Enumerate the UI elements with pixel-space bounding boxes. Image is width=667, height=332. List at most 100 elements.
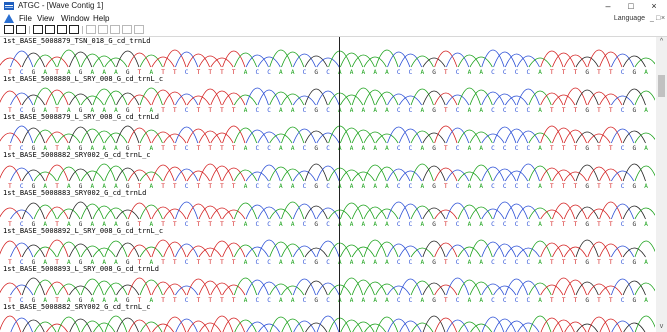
trace-peak — [257, 206, 281, 220]
base-call: C — [491, 259, 495, 265]
base-call: G — [432, 259, 436, 265]
base-call: T — [197, 145, 201, 151]
trace-peak — [434, 242, 458, 258]
base-call: T — [550, 259, 554, 265]
minimize-button[interactable]: – — [605, 1, 611, 11]
maximize-button[interactable]: □ — [628, 1, 634, 11]
base-call: T — [220, 221, 224, 227]
zoom-wave-icon[interactable] — [33, 25, 43, 34]
sequence-track[interactable]: 1st_BASE_5008879_TSN_018_G_cd_trnLd T C G A T… — [0, 37, 655, 75]
base-call: G — [126, 145, 130, 151]
mark-icon[interactable] — [134, 25, 144, 34]
base-call: C — [326, 69, 330, 75]
base-call: C — [255, 221, 259, 227]
zoom-seq-icon[interactable] — [45, 25, 55, 34]
trace-peak — [22, 319, 45, 332]
base-call: A — [114, 259, 118, 265]
trace-peak — [457, 171, 481, 182]
base-call: C — [326, 259, 330, 265]
print-icon[interactable] — [16, 25, 26, 34]
last-icon[interactable] — [122, 25, 132, 34]
close-button[interactable]: × — [651, 1, 657, 11]
trace-peak — [33, 129, 57, 144]
trace-peak — [387, 318, 410, 332]
trace-peak — [222, 167, 246, 182]
trace-peak — [92, 88, 116, 106]
trace-peak — [175, 243, 199, 258]
scroll-thumb[interactable] — [658, 75, 665, 97]
trace-peak — [69, 93, 93, 106]
sequence-track[interactable]: 1st_BASE_5008893_L_SRY_008_G_cd_trnLd T C G… — [0, 265, 655, 303]
base-call: T — [208, 259, 212, 265]
trace-peak — [634, 90, 655, 106]
trace-peak — [446, 202, 470, 220]
menu-help[interactable]: Help — [93, 14, 110, 23]
base-call: T — [597, 259, 601, 265]
title-bar: ATGC - [Wave Contig 1] – □ × — [0, 0, 667, 13]
base-call: G — [126, 259, 130, 265]
grid-icon[interactable] — [69, 25, 79, 34]
trace-peak — [222, 209, 246, 220]
save-icon[interactable] — [4, 25, 14, 34]
base-call: T — [562, 221, 566, 227]
trace-peak — [375, 49, 399, 68]
base-call: A — [102, 145, 106, 151]
base-call: T — [173, 107, 177, 113]
sequence-track[interactable]: 1st_BASE_5008892_L_SRY_008_G_cd_trnL_c T C… — [0, 227, 655, 265]
base-call: G — [585, 69, 589, 75]
trace-peak — [80, 53, 104, 68]
next-icon[interactable] — [110, 25, 120, 34]
find-icon[interactable] — [86, 25, 96, 34]
base-call: A — [43, 221, 47, 227]
menu-view[interactable]: View — [37, 14, 55, 23]
io-icon[interactable] — [57, 25, 67, 34]
base-call: T — [208, 221, 212, 227]
scroll-up-icon[interactable]: ^ — [659, 38, 664, 45]
trace-peak — [21, 169, 46, 182]
trace-peak — [610, 203, 635, 220]
sequence-track[interactable]: 1st_BASE_5008879_L_SRY_008_G_cd_trnLd T C G… — [0, 113, 655, 151]
base-call: C — [255, 259, 259, 265]
trace-peak — [281, 93, 305, 106]
base-call: C — [456, 69, 460, 75]
trace-peak — [175, 201, 199, 220]
scroll-down-icon[interactable]: v — [659, 323, 664, 330]
trace-peak — [269, 241, 293, 258]
base-call: A — [43, 69, 47, 75]
mdi-close-button[interactable]: × — [661, 15, 666, 22]
vertical-scrollbar[interactable]: ^ v — [656, 37, 667, 332]
trace-peak — [599, 168, 623, 182]
chromatogram-panel[interactable]: 1st_BASE_5008879_TSN_018_G_cd_trnLd T C G A T… — [0, 37, 655, 332]
trace-peak — [186, 128, 210, 144]
trace-peak — [152, 323, 175, 332]
prev-icon[interactable] — [98, 25, 108, 34]
trace-peak — [269, 316, 293, 332]
track-name: 1st_BASE_5008879_L_SRY_008_G_cd_trnLd — [3, 113, 159, 121]
trace-peak — [258, 323, 281, 332]
trace-peak — [198, 247, 222, 258]
sequence-track[interactable]: 1st_BASE_5008882_SRY002_G_cd_trnL_cTCGAT… — [0, 303, 655, 332]
sequence-track[interactable]: 1st_BASE_5008880_L_SRY_008_G_cd_trnL_c T C… — [0, 75, 655, 113]
trace-peak — [481, 91, 505, 106]
language-menu[interactable]: Language — [613, 15, 645, 22]
menu-file[interactable]: File — [19, 14, 32, 23]
base-call: C — [397, 259, 401, 265]
sequence-track[interactable]: 1st_BASE_5008883_SRY002_G_cd_trnLd T C G A T A… — [0, 189, 655, 227]
trace-peak — [127, 169, 152, 182]
base-call: A — [244, 297, 248, 303]
trace-peak — [269, 133, 293, 144]
trace-peak — [80, 95, 104, 106]
base-call: C — [409, 69, 413, 75]
position-cursor-line[interactable] — [339, 37, 340, 332]
mdi-restore-button[interactable]: □ — [656, 15, 661, 22]
trace-peak — [0, 282, 22, 296]
trace-plot: TCGATAGAAAGTATTCTTTTACCAACGCAAAAACCAGTCA… — [0, 315, 655, 332]
mdi-minimize-button[interactable]: _ — [650, 15, 654, 22]
mdi-document-icon[interactable] — [4, 14, 14, 23]
base-call: T — [550, 107, 554, 113]
menu-window[interactable]: Window — [61, 14, 90, 23]
trace-peak — [139, 129, 163, 144]
base-call: T — [574, 259, 578, 265]
trace-peak — [351, 279, 375, 296]
